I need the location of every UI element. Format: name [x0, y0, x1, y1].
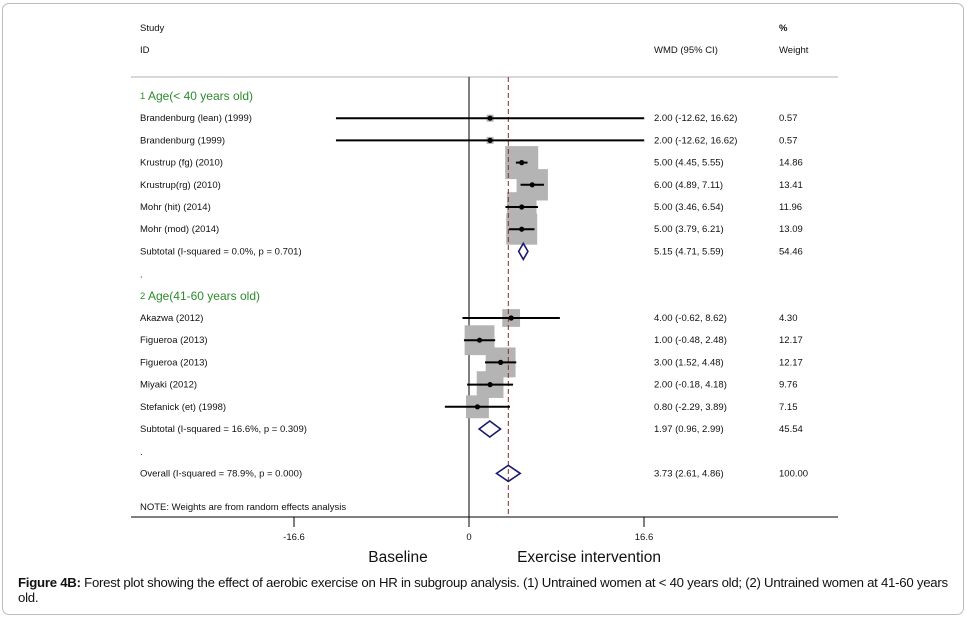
subtotal-ci-text: 1.97 (0.96, 2.99) — [654, 424, 724, 435]
study-marks — [335, 115, 645, 483]
point-estimate — [487, 382, 493, 388]
study-label: Figueroa (2013) — [140, 357, 208, 368]
subtotal-label: Subtotal (I-squared = 0.0%, p = 0.701) — [140, 246, 302, 257]
subtotal-ci-text: 5.15 (4.71, 5.59) — [654, 246, 724, 257]
overall-weight-text: 100.00 — [779, 468, 808, 479]
study-ci-text: 4.00 (-0.62, 8.62) — [654, 313, 727, 324]
x-right-label: Exercise intervention — [517, 549, 661, 566]
study-weight-text: 7.15 — [779, 402, 798, 413]
study-weight-text: 12.17 — [779, 335, 803, 346]
study-ci-text: 1.00 (-0.48, 2.48) — [654, 335, 727, 346]
subtotal-label: Subtotal (I-squared = 16.6%, p = 0.309) — [140, 424, 307, 435]
study-ci-text: 5.00 (3.79, 6.21) — [654, 224, 724, 235]
overall-label: Overall (I-squared = 78.9%, p = 0.000) — [140, 468, 302, 479]
study-label: Brandenburg (lean) (1999) — [140, 113, 252, 124]
study-ci-text: 0.80 (-2.29, 3.89) — [654, 402, 727, 413]
study-weight-text: 0.57 — [779, 113, 798, 124]
study-label: Figueroa (2013) — [140, 335, 208, 346]
study-weight-text: 12.17 — [779, 357, 803, 368]
point-estimate — [476, 337, 483, 343]
subtotal-weight-text: 54.46 — [779, 246, 803, 257]
forest-plot: Study ID WMD (95% CI) % Weight 1 Age(< 4… — [131, 23, 838, 566]
point-estimate — [508, 315, 514, 321]
figure-caption: Figure 4B: Forest plot showing the effec… — [18, 575, 958, 605]
spacer-dot: . — [140, 270, 143, 281]
group-number: 2 — [140, 291, 148, 302]
header-study: Study — [140, 23, 165, 34]
x-tick-label: 0 — [466, 532, 471, 543]
point-estimate — [487, 137, 493, 143]
point-estimate — [529, 182, 535, 188]
figure-frame — [2, 3, 964, 615]
study-weight-text: 9.76 — [779, 380, 798, 391]
header-effect: WMD (95% CI) — [654, 45, 718, 56]
study-label: Krustrup(rg) (2010) — [140, 180, 221, 191]
study-label: Mohr (mod) (2014) — [140, 224, 219, 235]
study-weight-text: 4.30 — [779, 313, 798, 324]
group-label: 2 Age(41-60 years old) — [140, 289, 260, 303]
study-ci-text: 2.00 (-0.18, 4.18) — [654, 380, 727, 391]
study-ci-text: 3.00 (1.52, 4.48) — [654, 357, 724, 368]
study-weight-text: 14.86 — [779, 158, 803, 169]
point-estimate — [498, 359, 504, 365]
study-label: Stefanick (et) (1998) — [140, 402, 226, 413]
caption-label: Figure 4B: — [18, 575, 81, 590]
point-estimate — [487, 115, 493, 121]
group-label: 1 Age(< 40 years old) — [140, 89, 253, 103]
study-ci-text: 2.00 (-12.62, 16.62) — [654, 135, 737, 146]
header-weight-pct: % — [779, 23, 788, 34]
header-id: ID — [140, 45, 150, 56]
overall-diamond — [495, 464, 522, 483]
x-left-label: Baseline — [368, 549, 427, 566]
study-label: Brandenburg (1999) — [140, 135, 225, 146]
study-label: Miyaki (2012) — [140, 380, 197, 391]
subtotal-weight-text: 45.54 — [779, 424, 803, 435]
caption-text: Forest plot showing the effect of aerobi… — [18, 575, 948, 605]
study-weight-text: 13.09 — [779, 224, 803, 235]
study-label: Krustrup (fg) (2010) — [140, 158, 223, 169]
point-estimate — [519, 226, 525, 232]
study-label: Mohr (hit) (2014) — [140, 202, 211, 213]
study-label: Akazwa (2012) — [140, 313, 203, 324]
point-estimate — [519, 160, 525, 166]
spacer-dot: . — [140, 447, 143, 458]
header-weight: Weight — [779, 45, 809, 56]
study-ci-text: 6.00 (4.89, 7.11) — [654, 180, 723, 191]
subtotal-diamond — [517, 241, 529, 261]
subtotal-diamond — [477, 420, 502, 438]
study-weight-text: 0.57 — [779, 135, 798, 146]
group-title: Age(< 40 years old) — [148, 89, 253, 103]
point-estimate — [474, 404, 481, 410]
study-ci-text: 2.00 (-12.62, 16.62) — [654, 113, 737, 124]
note-text: NOTE: Weights are from random effects an… — [140, 502, 346, 513]
point-estimate — [519, 204, 525, 210]
study-ci-text: 5.00 (3.46, 6.54) — [654, 202, 724, 213]
x-tick-label: 16.6 — [635, 532, 654, 543]
group-title: Age(41-60 years old) — [148, 289, 260, 303]
study-boxes — [464, 114, 548, 419]
x-tick-label: -16.6 — [283, 532, 305, 543]
overall-ci-text: 3.73 (2.61, 4.86) — [654, 468, 724, 479]
group-number: 1 — [140, 91, 148, 102]
study-weight-text: 13.41 — [779, 180, 803, 191]
study-weight-text: 11.96 — [779, 202, 802, 213]
study-ci-text: 5.00 (4.45, 5.55) — [654, 158, 724, 169]
